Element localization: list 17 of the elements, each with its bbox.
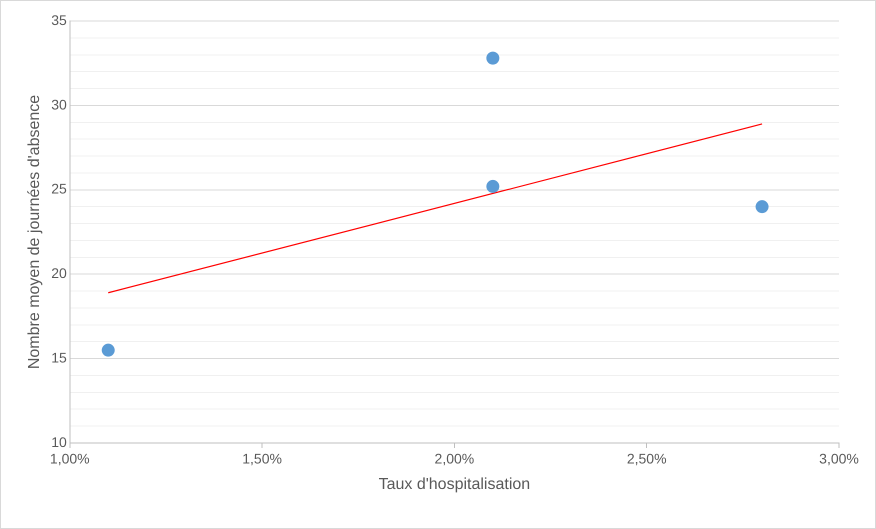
y-tick-label: 30 <box>51 96 67 112</box>
point <box>756 200 769 214</box>
x-tick-label: 2,00% <box>434 450 474 466</box>
y-tick-label: 10 <box>51 434 67 450</box>
x-tick-label: 3,00% <box>819 450 859 466</box>
y-axis-title: Nombre moyen de journées d'absence <box>26 94 44 370</box>
y-tick-label: 35 <box>51 12 67 28</box>
y-tick-label: 25 <box>51 180 67 197</box>
y-tick-label: 15 <box>51 349 67 366</box>
x-tick-label: 1,00% <box>50 450 90 466</box>
point <box>486 180 500 193</box>
x-tick-label: 2,50% <box>626 450 667 466</box>
x-axis-title: Taux d'hospitalisation <box>378 476 530 493</box>
y-tick-label: 20 <box>51 265 67 282</box>
x-tick-label: 1,50% <box>242 450 282 466</box>
point <box>102 344 115 357</box>
point <box>486 52 500 65</box>
